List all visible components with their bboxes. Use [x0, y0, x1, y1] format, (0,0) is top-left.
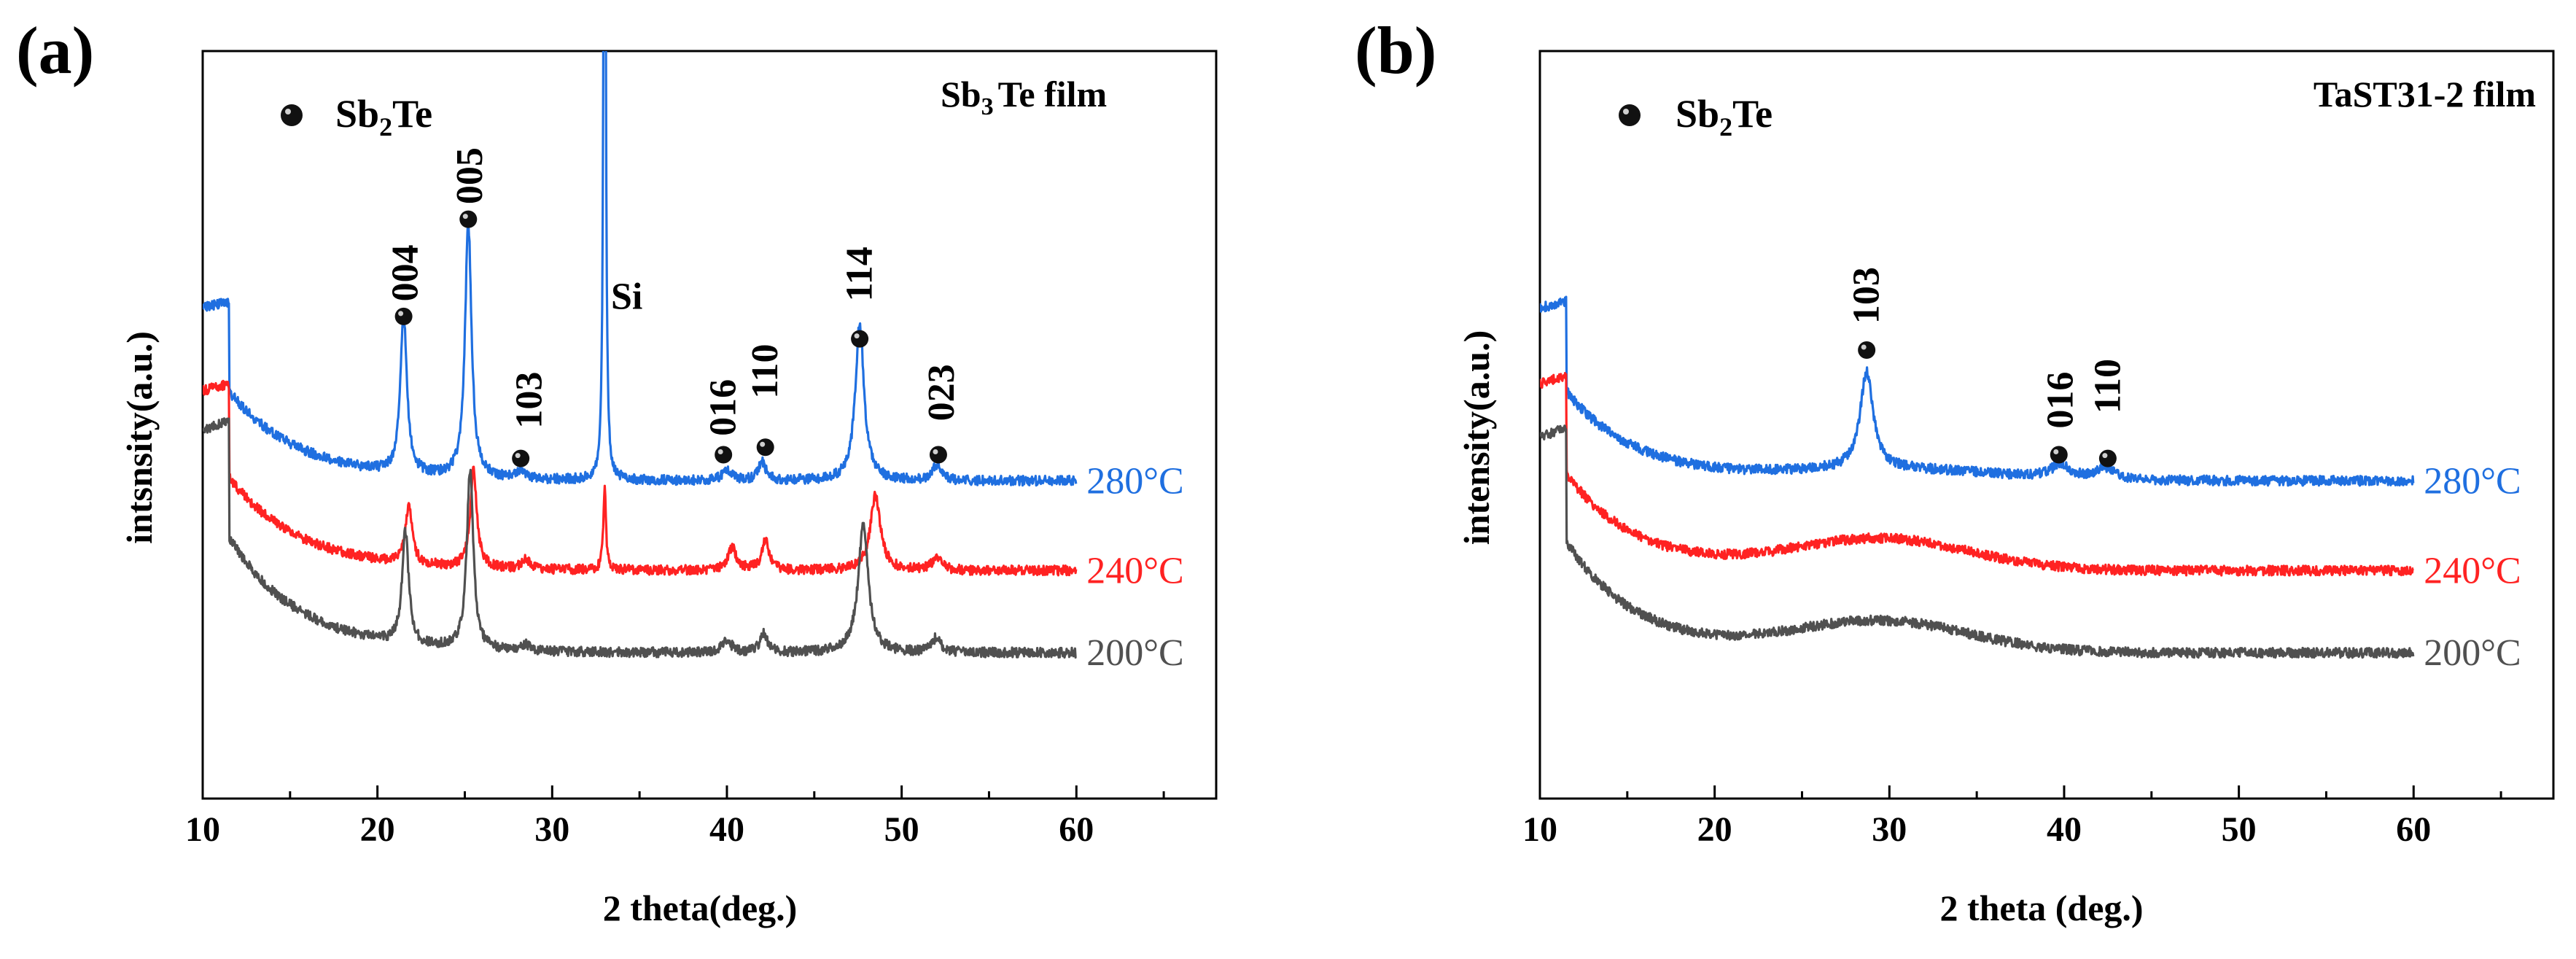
- panel-a-label: (a): [16, 13, 94, 88]
- panel-b-title: TaST31-2 film: [2314, 74, 2536, 114]
- panel-a-peak-label: 103: [509, 372, 550, 429]
- panel-b-legend-marker: [1619, 104, 1641, 126]
- panel-a-legend-label: Sb2Te: [335, 92, 432, 141]
- panel-b: (b) 10 20 30 40 50 60 280°C 240°C 200°C 103 016 110…: [1355, 13, 2555, 928]
- panel-b-peak-label: 103: [1846, 267, 1888, 324]
- panel-b-series-label: 280°C: [2424, 460, 2521, 502]
- panel-a-peak-label: Si: [611, 276, 642, 318]
- panel-b-peak-label: 016: [2040, 372, 2082, 429]
- panel-a-peak-label: 110: [744, 343, 786, 398]
- panel-a-legend-marker-highlight: [285, 109, 291, 114]
- panel-b-legend-marker-highlight: [1623, 109, 1629, 114]
- panel-b-legend: Sb2Te: [1619, 92, 1773, 141]
- panel-a-plot: 10 20 30 40 50 60 280°C 240°C 200°C 004 005 103 Si 01…: [185, 51, 1184, 849]
- panel-b-series-label: 240°C: [2424, 550, 2521, 591]
- panel-a-title: Sb3 Te film: [941, 74, 1107, 120]
- panel-a-series-label: 240°C: [1086, 550, 1183, 591]
- panel-a-peak-label: 023: [921, 364, 962, 421]
- panel-a-peak-marker-highlight: [760, 441, 766, 447]
- panel-a-legend-marker: [281, 104, 303, 126]
- panel-a-peak-marker: [394, 307, 413, 325]
- panel-b-peak-marker: [2050, 446, 2068, 464]
- panel-a-peak-marker: [851, 330, 869, 348]
- panel-b-xtick-label: 50: [2222, 810, 2257, 849]
- panel-a-peak-marker-highlight: [854, 333, 860, 339]
- panel-a-xtick-label: 30: [534, 810, 569, 849]
- panel-a-ylabel: intsnsity(a.u.): [119, 331, 160, 544]
- panel-b-peak-marker: [1858, 341, 1876, 359]
- panel-a-series-label: 280°C: [1086, 460, 1183, 502]
- panel-b-series-200C-line: [1540, 424, 2415, 659]
- panel-b-plot: 10 20 30 40 50 60 280°C 240°C 200°C 103 016 110: [1522, 267, 2521, 849]
- panel-b-frame: [1538, 50, 2555, 800]
- panel-a-peak-label: 016: [703, 379, 744, 436]
- panel-a-xtick-label: 10: [185, 810, 220, 849]
- panel-a-xtick-label: 60: [1059, 810, 1094, 849]
- panel-b-peak-marker-highlight: [1861, 344, 1867, 350]
- panel-a-peak-marker: [715, 446, 733, 464]
- panel-a-xlabel: 2 theta(deg.): [603, 888, 798, 928]
- panel-a-series-280C-line: [203, 51, 1078, 487]
- panel-b-peak-marker-highlight: [2053, 449, 2059, 454]
- panel-b-series-280C-line: [1540, 295, 2415, 487]
- panel-a-peak-marker-highlight: [462, 214, 468, 220]
- panel-b-label: (b): [1355, 13, 1436, 88]
- panel-a: (a) 10 20 30 40 50 60 280°C 240°C 200°C 004 005 103…: [16, 13, 1218, 928]
- panel-a-peak-marker-highlight: [515, 453, 521, 459]
- panel-a-peak-marker-highlight: [717, 449, 723, 454]
- panel-b-peak-marker: [2098, 449, 2117, 467]
- panel-a-peak-marker: [459, 210, 478, 228]
- panel-b-peak-marker-highlight: [2102, 453, 2108, 459]
- panel-a-peak-marker: [929, 446, 947, 464]
- panel-a-xtick-label: 50: [884, 810, 919, 849]
- panel-b-xlabel: 2 theta (deg.): [1939, 888, 2143, 928]
- panel-a-series-label: 200°C: [1086, 632, 1183, 674]
- panel-b-xtick-label: 20: [1697, 810, 1732, 849]
- panel-b-series-label: 200°C: [2424, 632, 2521, 674]
- panel-a-xtick-label: 20: [360, 810, 395, 849]
- panel-a-series-240C-line: [203, 379, 1078, 577]
- panel-a-peak-marker-highlight: [933, 449, 938, 454]
- panel-b-xtick-label: 10: [1522, 810, 1557, 849]
- panel-a-frame: [201, 50, 1218, 800]
- panel-a-peak-marker: [756, 438, 774, 457]
- panel-b-series-240C-line: [1540, 372, 2414, 577]
- panel-a-peak-label: 004: [385, 244, 427, 301]
- panel-b-legend-label: Sb2Te: [1676, 92, 1773, 141]
- panel-b-xtick-label: 30: [1872, 810, 1907, 849]
- panel-a-peak-marker: [512, 449, 530, 467]
- panel-a-xtick-label: 40: [709, 810, 744, 849]
- panel-a-peak-marker-highlight: [398, 311, 404, 317]
- panel-a-peak-label: 005: [449, 147, 491, 204]
- panel-b-xtick-label: 40: [2047, 810, 2082, 849]
- panel-a-series-200C-line: [203, 417, 1077, 659]
- panel-b-ylabel: intensity(a.u.): [1456, 330, 1497, 545]
- panel-a-legend: Sb2Te: [281, 92, 432, 141]
- panel-b-peak-label: 110: [2087, 359, 2128, 414]
- panel-b-xtick-label: 60: [2396, 810, 2431, 849]
- panel-a-peak-label: 114: [839, 246, 881, 301]
